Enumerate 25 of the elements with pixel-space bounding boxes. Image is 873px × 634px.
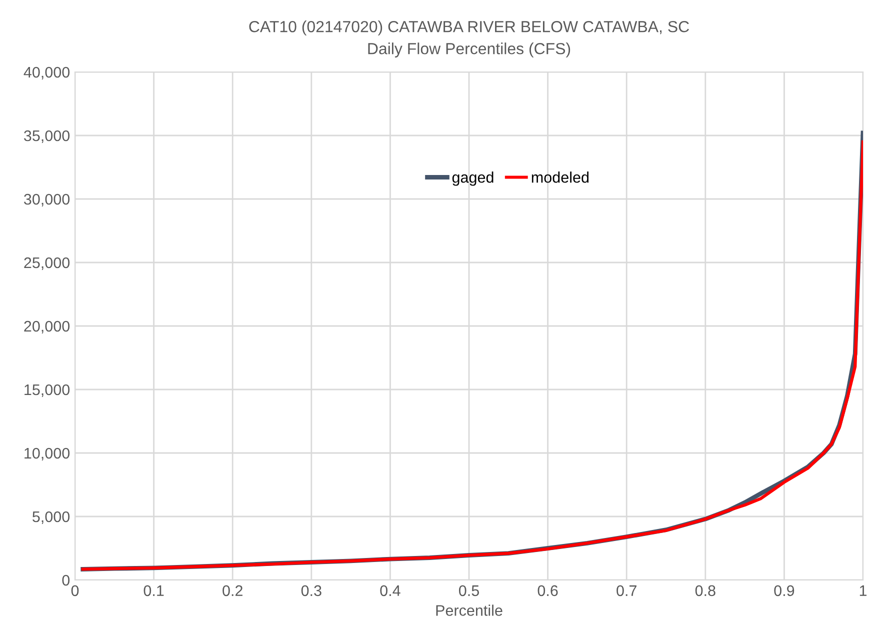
y-tick-label: 35,000 [24, 130, 70, 143]
x-axis-title: Percentile [436, 604, 502, 616]
y-tick-label: 30,000 [24, 194, 70, 206]
y-tick-label: 40,000 [24, 66, 70, 80]
x-tick-label: 0.5 [458, 585, 479, 596]
chart-title: CAT10 (02147020) CATAWBA RIVER BELOW CATAWBA, SC [249, 20, 689, 36]
chart-subtitle: Daily Flow Percentiles (CFS) [368, 42, 570, 58]
x-tick-label: 0.6 [538, 585, 558, 596]
legend-label: modeled [532, 172, 589, 183]
y-tick-label: 10,000 [24, 448, 70, 460]
y-tick-label: 25,000 [24, 257, 70, 270]
x-tick-label: 0.1 [144, 585, 164, 596]
x-tick-label: 0.9 [774, 585, 794, 596]
y-tick-label: 5,000 [32, 511, 70, 524]
x-tick-label: 0.4 [380, 585, 400, 596]
y-tick-label: 15,000 [24, 384, 70, 397]
x-tick-label: 0.7 [616, 585, 636, 596]
x-tick-label: 0 [71, 585, 79, 596]
legend-label: gaged [452, 172, 494, 186]
x-tick-label: 0.8 [695, 585, 716, 596]
y-tick-label: 20,000 [24, 320, 70, 334]
x-tick-label: 0.2 [222, 585, 242, 596]
y-tick-label: 0 [62, 574, 70, 586]
x-tick-label: 0.3 [301, 585, 322, 596]
x-tick-label: 1 [860, 585, 867, 596]
